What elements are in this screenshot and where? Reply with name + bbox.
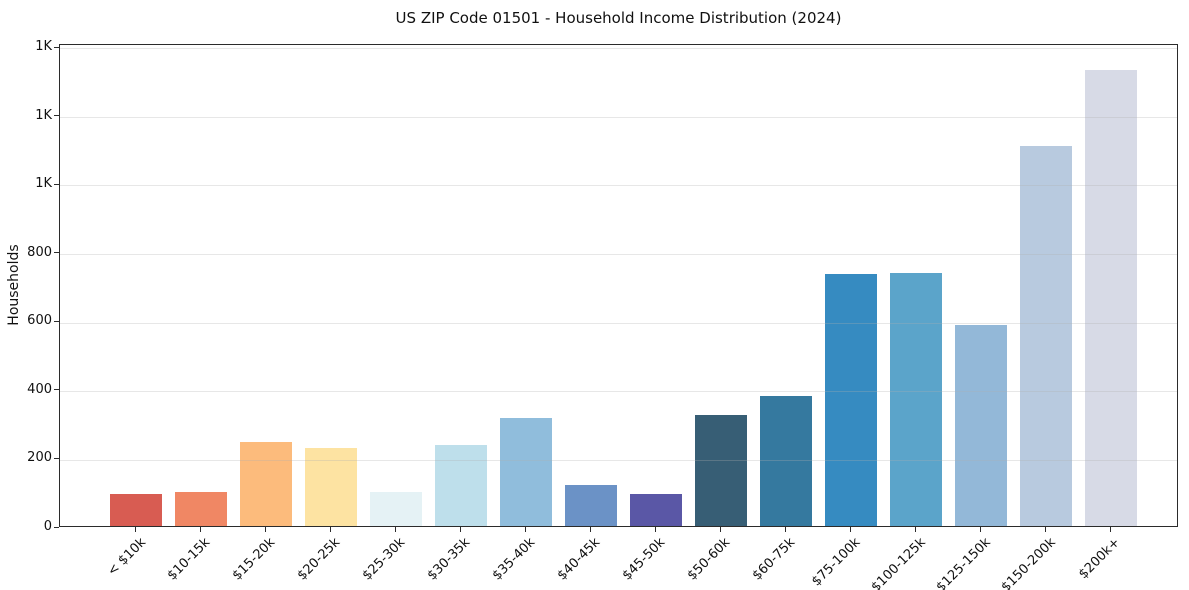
y-tick-mark	[54, 526, 59, 528]
bar-$125-150k	[955, 325, 1007, 526]
y-tick-label: 800	[27, 244, 52, 260]
x-tick-mark	[134, 527, 136, 532]
bar-$25-30k	[370, 492, 422, 526]
x-tick-label: $30-35k	[425, 535, 474, 584]
y-tick-label: 400	[27, 381, 52, 397]
x-tick-label: $40-45k	[555, 535, 604, 584]
x-tick-label: $125-150k	[933, 535, 994, 590]
bar-$20-25k	[305, 447, 357, 526]
x-tick-label: < $10k	[104, 535, 149, 580]
bar-$35-40k	[500, 418, 552, 526]
y-tick-mark	[54, 252, 59, 254]
x-tick-label: $50-60k	[685, 535, 734, 584]
x-tick-label: $60-75k	[750, 535, 799, 584]
x-tick-mark	[654, 527, 656, 532]
bar-$10-15k	[175, 492, 227, 526]
bar-$100-125k	[890, 272, 942, 526]
x-tick-mark	[719, 527, 721, 532]
y-tick-mark	[54, 457, 59, 459]
x-tick-mark	[264, 527, 266, 532]
y-tick-label: 1K	[35, 39, 52, 55]
x-tick-label: $150-200k	[998, 535, 1059, 590]
x-tick-mark	[784, 527, 786, 532]
x-tick-label: $15-20k	[230, 535, 279, 584]
bar-$40-45k	[565, 485, 617, 526]
bar-$75-100k	[825, 273, 877, 526]
x-tick-mark	[459, 527, 461, 532]
x-tick-mark	[199, 527, 201, 532]
x-tick-label: $100-125k	[868, 535, 929, 590]
bar-$15-20k	[240, 442, 292, 526]
x-tick-mark	[394, 527, 396, 532]
bar-$200k+	[1085, 70, 1137, 526]
y-tick-label: 1K	[35, 176, 52, 192]
y-tick-label: 1K	[35, 107, 52, 123]
y-tick-mark	[54, 320, 59, 322]
bar-$30-35k	[435, 444, 487, 526]
x-tick-label: $25-30k	[360, 535, 409, 584]
bar-$50-60k	[695, 414, 747, 526]
x-tick-label: $10-15k	[165, 535, 214, 584]
bar-< $10k	[110, 494, 162, 526]
x-tick-mark	[524, 527, 526, 532]
x-tick-label: $45-50k	[620, 535, 669, 584]
bar-$150-200k	[1020, 145, 1072, 526]
x-tick-mark	[914, 527, 916, 532]
x-tick-label: $75-100k	[809, 535, 864, 590]
x-tick-mark	[979, 527, 981, 532]
bar-$45-50k	[630, 494, 682, 526]
bars-layer	[60, 45, 1177, 526]
x-tick-label: $200k+	[1076, 535, 1124, 583]
x-tick-mark	[1044, 527, 1046, 532]
bar-$60-75k	[760, 395, 812, 526]
y-tick-mark	[54, 115, 59, 117]
x-tick-label: $20-25k	[295, 535, 344, 584]
y-tick-mark	[54, 46, 59, 48]
y-tick-mark	[54, 389, 59, 391]
x-tick-mark	[1109, 527, 1111, 532]
chart-title: US ZIP Code 01501 - Household Income Dis…	[395, 9, 842, 27]
x-tick-label: $35-40k	[490, 535, 539, 584]
y-tick-label: 0	[43, 519, 52, 534]
y-tick-label: 600	[27, 313, 52, 329]
y-axis-label: Households	[6, 244, 22, 326]
y-tick-label: 200	[27, 450, 52, 466]
y-tick-mark	[54, 183, 59, 185]
x-tick-mark	[849, 527, 851, 532]
plot-area	[59, 44, 1178, 527]
x-tick-mark	[589, 527, 591, 532]
x-tick-mark	[329, 527, 331, 532]
